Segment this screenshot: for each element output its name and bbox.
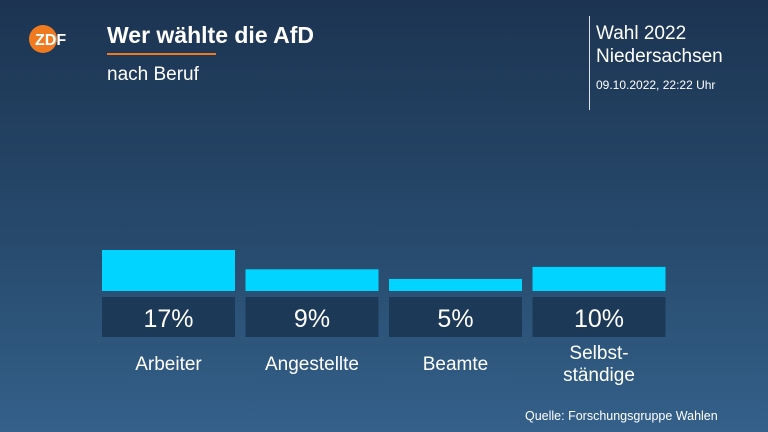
value-label-2: 9%	[294, 305, 330, 333]
category-label-2: Angestellte	[265, 354, 359, 375]
bar-4	[532, 266, 666, 291]
value-box-2	[245, 297, 379, 337]
bar-2	[245, 269, 379, 291]
value-box-4	[532, 297, 666, 337]
bar-3	[389, 278, 522, 291]
category-label-3: Beamte	[423, 354, 488, 375]
source-note: Quelle: Forschungsgruppe Wahlen	[525, 409, 718, 423]
chart-title: Wer wählte die AfD	[107, 22, 315, 48]
category-label-1: Arbeiter	[135, 354, 202, 375]
chart-subtitle: nach Beruf	[107, 64, 199, 85]
value-box-3	[389, 297, 522, 337]
election-info: Wahl 2022 Niedersachsen	[596, 22, 723, 68]
zdf-logo: ZDF	[29, 25, 66, 53]
value-label-3: 5%	[437, 305, 473, 333]
value-label-1: 17%	[143, 305, 193, 333]
category-label-4: Selbst-ständige	[563, 343, 635, 386]
bar-1	[102, 250, 235, 291]
header-divider	[589, 16, 590, 110]
value-label-4: 10%	[574, 305, 624, 333]
value-box-1	[102, 297, 235, 337]
election-region: Niedersachsen	[596, 46, 723, 67]
election-year: Wahl 2022	[596, 23, 687, 44]
logo-text: ZDF	[35, 32, 66, 49]
title-underline	[107, 53, 216, 55]
timestamp: 09.10.2022, 22:22 Uhr	[596, 78, 716, 92]
